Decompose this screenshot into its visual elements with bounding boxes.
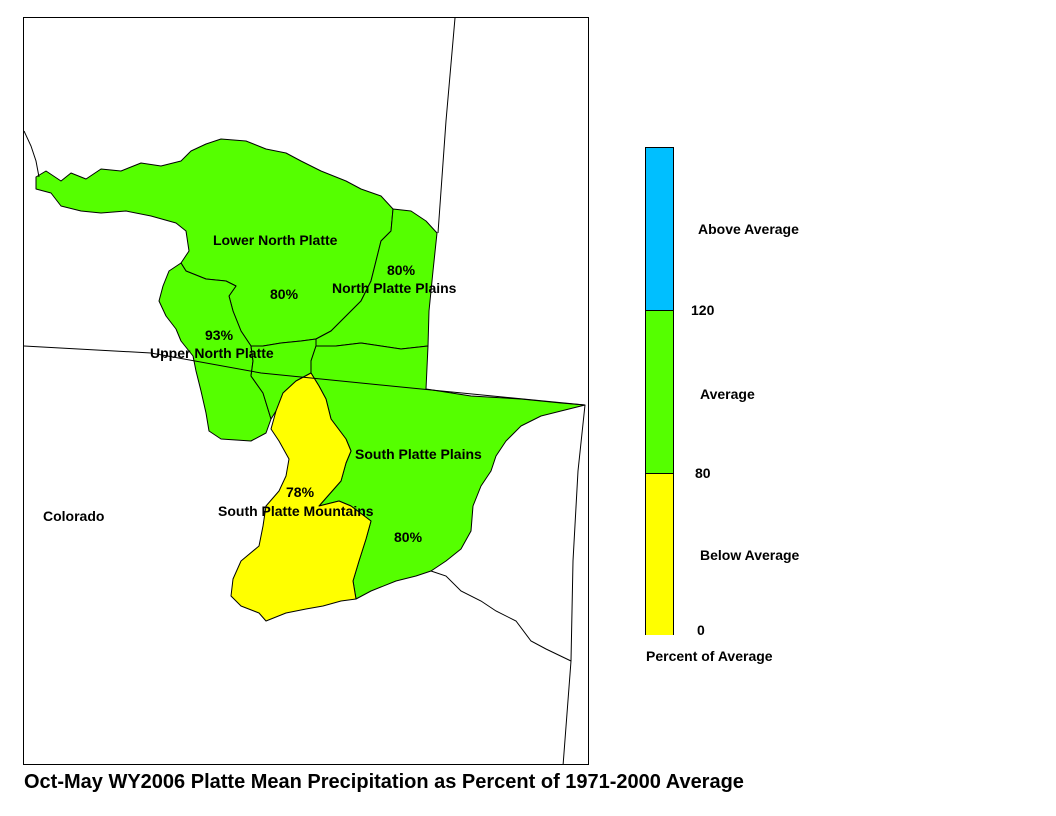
state-border-colorado bbox=[24, 345, 586, 406]
legend-label-above-average: Above Average bbox=[698, 221, 799, 237]
legend-label-below-average: Below Average bbox=[700, 547, 800, 563]
map-frame bbox=[23, 17, 589, 765]
basin-label-lower-north-platte: Lower North Platte bbox=[213, 232, 338, 248]
basin-percent-south-platte-plains: 80% bbox=[394, 529, 423, 545]
basin-percent-upper-north-platte: 93% bbox=[205, 327, 234, 343]
legend-color-bar bbox=[645, 147, 674, 635]
state-label-colorado: Colorado bbox=[43, 508, 105, 524]
basin-percent-south-platte-mountains: 78% bbox=[286, 484, 315, 500]
basin-south-platte-mountains[interactable] bbox=[230, 372, 372, 622]
legend-swatch-below-average bbox=[646, 473, 673, 635]
basin-percent-north-platte-plains: 80% bbox=[387, 262, 416, 278]
legend-title: Percent of Average bbox=[646, 648, 773, 664]
state-border-northwest bbox=[24, 130, 40, 178]
legend-break-0: 0 bbox=[697, 622, 705, 638]
legend-swatch-average bbox=[646, 310, 673, 474]
map-title: Oct-May WY2006 Platte Mean Precipitation… bbox=[24, 771, 744, 793]
state-border-southeast bbox=[562, 404, 586, 764]
legend-label-average: Average bbox=[700, 386, 755, 402]
basin-label-south-platte-mountains: South Platte Mountains bbox=[218, 503, 374, 519]
legend-swatch-above-average bbox=[646, 148, 673, 310]
basin-label-south-platte-plains: South Platte Plains bbox=[355, 446, 482, 462]
river-basin-line bbox=[430, 570, 572, 662]
basin-upper-north-platte[interactable] bbox=[158, 262, 272, 442]
legend-break-120: 120 bbox=[691, 302, 715, 318]
basin-label-upper-north-platte: Upper North Platte bbox=[150, 345, 274, 361]
basin-map bbox=[24, 18, 586, 764]
basin-label-north-platte-plains: North Platte Plains bbox=[332, 280, 457, 296]
state-border-east bbox=[437, 18, 456, 234]
legend-break-80: 80 bbox=[695, 465, 711, 481]
basin-percent-lower-north-platte: 80% bbox=[270, 286, 299, 302]
